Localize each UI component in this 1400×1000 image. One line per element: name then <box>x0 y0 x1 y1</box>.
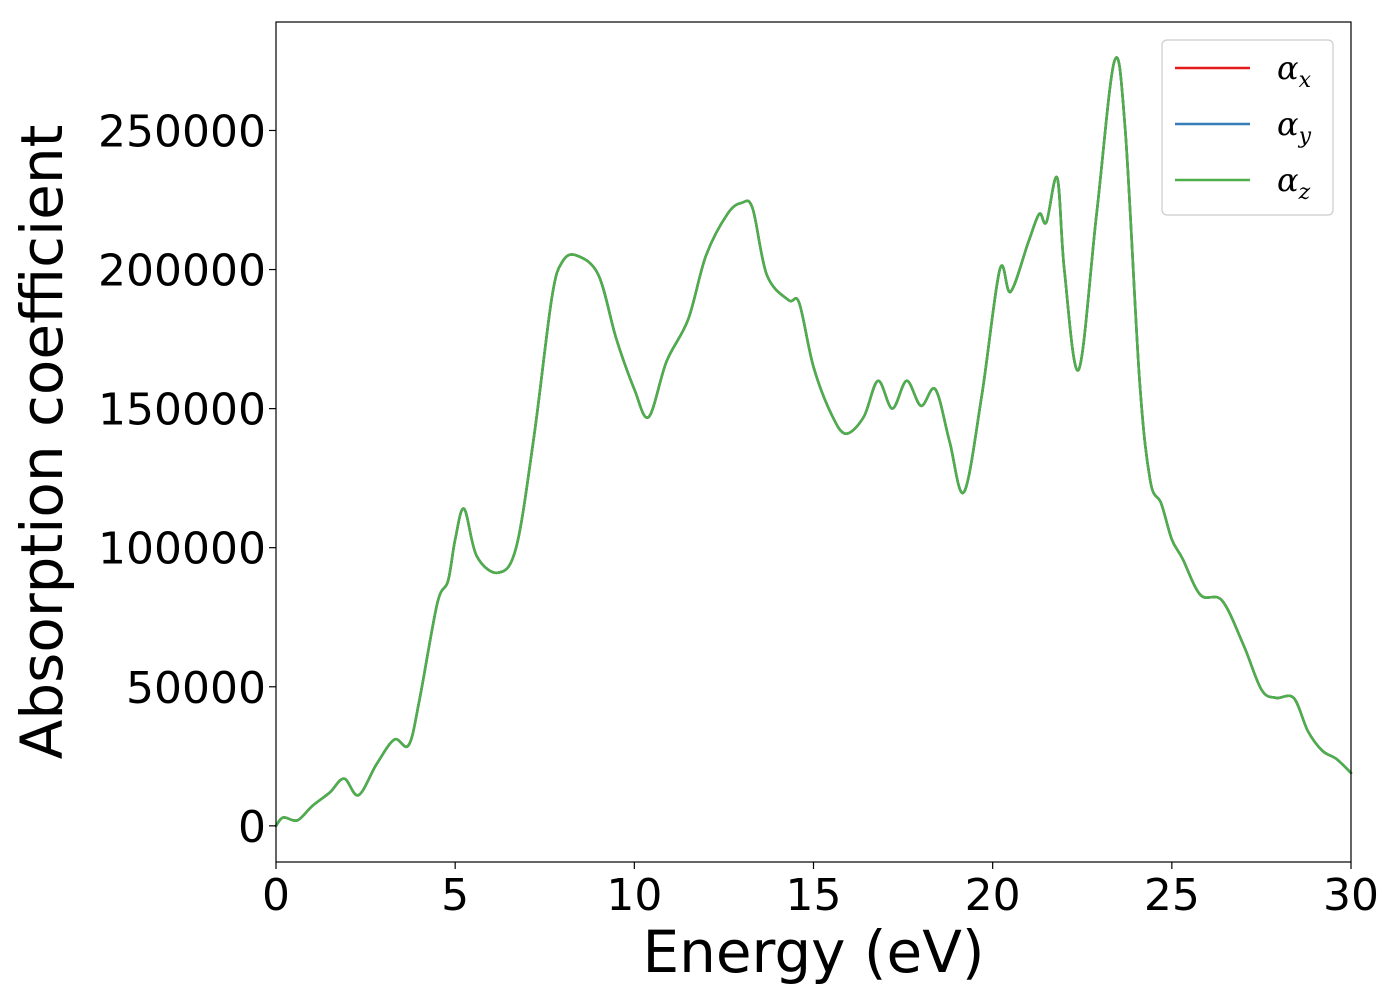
y-tick-label: 0 <box>238 802 266 853</box>
x-axis-title: Energy (eV) <box>642 918 984 986</box>
legend-box <box>1161 39 1334 216</box>
legend-label-alpha-y: αy <box>1277 105 1312 149</box>
legend-label-alpha-z: αz <box>1277 161 1311 205</box>
x-tick-label: 5 <box>441 870 469 921</box>
y-tick-label: 250000 <box>98 106 266 157</box>
series-layer <box>274 56 1353 828</box>
y-tick-label: 100000 <box>98 524 266 575</box>
y-axis-title: Absorption coefficient <box>8 125 76 760</box>
legend-label-subscript: y <box>1298 124 1312 149</box>
y-tick-label: 200000 <box>98 246 266 297</box>
legend-label-subscript: x <box>1299 68 1312 93</box>
x-tick-label: 15 <box>786 870 842 921</box>
x-tick-label: 25 <box>1144 870 1200 921</box>
x-tick-label: 20 <box>965 870 1021 921</box>
legend-label-symbol: α <box>1277 161 1299 199</box>
y-tick-label: 150000 <box>98 385 266 436</box>
x-tick-label: 30 <box>1323 870 1379 921</box>
legend-label-subscript: z <box>1298 180 1311 205</box>
axes-layer: 0 5 10 15 20 25 30 0 50000 100000 150000 200000 2500… <box>98 106 1379 921</box>
x-tick-label: 0 <box>262 870 290 921</box>
x-tick-label: 10 <box>606 870 662 921</box>
legend-label-symbol: α <box>1277 105 1299 143</box>
legend-label-alpha-x: αx <box>1277 49 1312 93</box>
series-line-alpha-z <box>274 56 1353 828</box>
y-tick-label: 50000 <box>126 663 266 714</box>
legend-label-symbol: α <box>1277 49 1299 87</box>
